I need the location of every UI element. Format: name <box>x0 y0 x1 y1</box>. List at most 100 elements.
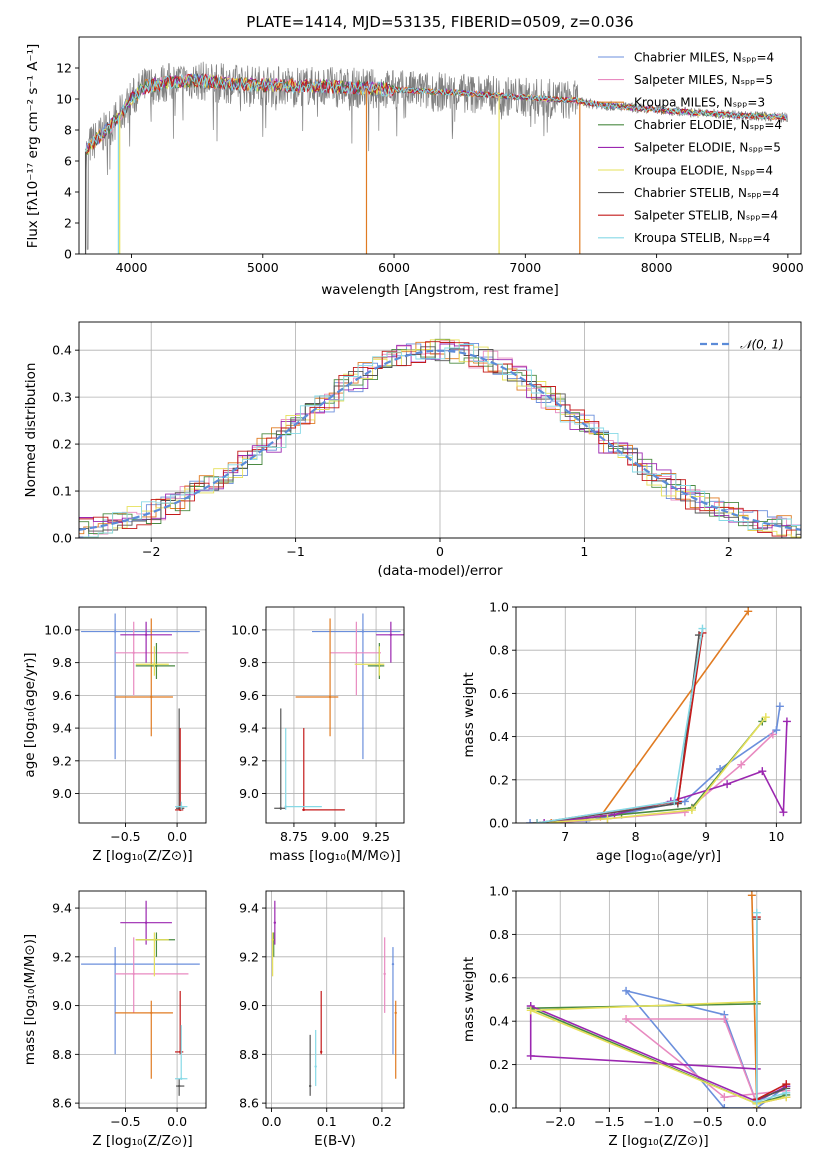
y-tick-label: 9.8 <box>239 655 259 670</box>
x-tick-label: 0 <box>436 544 444 559</box>
data-point <box>391 962 395 966</box>
plot-frame <box>265 890 405 1109</box>
legend-label: 𝒩(0, 1) <box>740 338 784 352</box>
data-point <box>361 630 365 633</box>
y-tick-label: 8.8 <box>52 1047 72 1062</box>
weight-series <box>755 917 787 1101</box>
plus-marker <box>782 1088 791 1097</box>
y-tick-label: 0.0 <box>489 1101 509 1116</box>
y-tick-label: 0.0 <box>489 816 509 831</box>
x-tick-label: 0.2 <box>372 1114 392 1129</box>
x-axis-label: Z [log₁₀(Z/Z⊙)] <box>92 1133 192 1149</box>
histogram-panel: −2 −1 0 1 2 0.0 0.1 0.2 0.3 0.4 (data-model)/error… <box>23 321 802 579</box>
weight-series <box>623 989 787 1108</box>
data-point <box>383 972 386 976</box>
y-tick-label: 9.0 <box>239 786 259 801</box>
y-tick-label: 9.8 <box>52 655 72 670</box>
x-tick-label: 0.0 <box>747 1114 767 1129</box>
y-tick-label: 0.1 <box>52 484 72 499</box>
data-point <box>279 807 282 810</box>
x-tick-label: −0.5 <box>692 1114 722 1129</box>
x-tick-label: 0.0 <box>167 829 187 844</box>
x-tick-label: 9.00 <box>321 829 349 844</box>
x-tick-label: −1.0 <box>643 1114 673 1129</box>
legend-label: Kroupa STELIB, Nₛₚₚ=4 <box>634 231 770 245</box>
y-tick-label: 9.0 <box>239 998 259 1013</box>
y-tick-label: 9.2 <box>52 753 72 768</box>
data-point <box>355 651 358 655</box>
y-axis-label: mass weight <box>461 957 477 1042</box>
data-point <box>271 938 274 941</box>
mass-weight-vs-metallicity-panel: −2.0 −1.5 −1.0 −0.5 0.0 0.0 0.2 0.4 0.6 0.8 1.0 Z [… <box>461 884 802 1149</box>
x-tick-label: 5000 <box>247 260 279 275</box>
legend-label: Chabrier ELODIE, Nₛₚₚ=4 <box>634 118 782 132</box>
data-point <box>328 695 332 699</box>
spectrum-lines <box>84 61 788 254</box>
plus-marker <box>752 908 761 917</box>
y-axis-label: Normed distribution <box>23 363 39 498</box>
plus-marker <box>603 814 612 823</box>
plus-marker <box>723 780 732 789</box>
data-point <box>320 1050 323 1054</box>
x-tick-label: −0.5 <box>110 1114 140 1129</box>
x-axis-label: wavelength [Angstrom, rest frame] <box>321 282 559 298</box>
x-tick-label: 9 <box>702 829 710 844</box>
data-point <box>177 1084 181 1088</box>
x-tick-label: 8.75 <box>280 829 308 844</box>
y-tick-label: 1.0 <box>489 884 509 899</box>
plus-marker <box>670 797 679 806</box>
plus-marker <box>622 1015 631 1024</box>
y-tick-label: 0.6 <box>489 970 509 985</box>
weight-series <box>537 716 767 823</box>
plus-marker <box>526 1006 535 1015</box>
y-tick-label: 9.4 <box>239 901 259 916</box>
plus-marker <box>752 1097 761 1106</box>
plus-marker <box>747 891 756 900</box>
y-axis-label: Flux [fλ10⁻¹⁷ erg cm⁻² s⁻¹ A⁻¹] <box>25 44 41 249</box>
x-tick-label: 0.0 <box>262 1114 282 1129</box>
y-tick-label: 8 <box>64 123 72 138</box>
y-tick-label: 0.4 <box>489 729 509 744</box>
data-point <box>308 1084 312 1088</box>
weight-series <box>623 1018 787 1104</box>
y-tick-label: 0.2 <box>52 437 72 452</box>
legend-label: Salpeter MILES, Nₛₚₚ=5 <box>634 73 773 87</box>
age-vs-mass-panel: 8.75 9.00 9.25 9.0 9.2 9.4 9.6 9.8 10.0 mass [log… <box>231 606 405 864</box>
y-tick-label: 10.0 <box>44 622 72 637</box>
x-tick-label: 2 <box>725 544 733 559</box>
error-bars <box>271 900 397 1096</box>
x-axis-label: mass [log₁₀(M/M⊙)] <box>269 848 400 864</box>
plot-frame <box>78 36 802 255</box>
x-tick-label: 8000 <box>641 260 673 275</box>
y-tick-label: 9.0 <box>52 786 72 801</box>
y-tick-label: 9.6 <box>52 688 72 703</box>
age-vs-metallicity-panel: −0.5 0.0 9.0 9.2 9.4 9.6 9.8 10.0 Z [log₁₀(Z/Z⊙)… <box>22 606 207 864</box>
plus-marker <box>540 819 549 823</box>
y-tick-label: 9.4 <box>52 901 72 916</box>
y-tick-label: 1.0 <box>489 600 509 615</box>
y-tick-label: 9.2 <box>52 949 72 964</box>
y-tick-label: 2 <box>64 216 72 231</box>
plus-marker <box>680 808 689 817</box>
y-axis-label: mass [log₁₀(M/M⊙)] <box>22 934 38 1065</box>
plot-frame <box>265 606 405 824</box>
error-bars <box>81 900 200 1096</box>
y-tick-label: 0.2 <box>489 1057 509 1072</box>
x-tick-label: 0.0 <box>167 1114 187 1129</box>
legend-label: Chabrier MILES, Nₛₚₚ=4 <box>634 50 774 64</box>
plus-marker <box>772 726 781 735</box>
data-point <box>150 695 153 699</box>
x-tick-label: 8 <box>632 829 640 844</box>
plus-marker <box>720 1093 729 1102</box>
y-tick-label: 0.8 <box>489 927 509 942</box>
y-tick-label: 9.2 <box>239 753 259 768</box>
x-tick-label: −2.0 <box>545 1114 575 1129</box>
legend-label: Salpeter STELIB, Nₛₚₚ=4 <box>634 209 778 223</box>
data-point <box>389 633 393 637</box>
plus-marker <box>737 760 746 769</box>
x-tick-label: 1 <box>580 544 588 559</box>
histogram-steps <box>79 338 801 538</box>
data-point <box>284 805 287 808</box>
y-tick-label: 0.4 <box>489 1014 509 1029</box>
x-tick-label: 7 <box>561 829 569 844</box>
